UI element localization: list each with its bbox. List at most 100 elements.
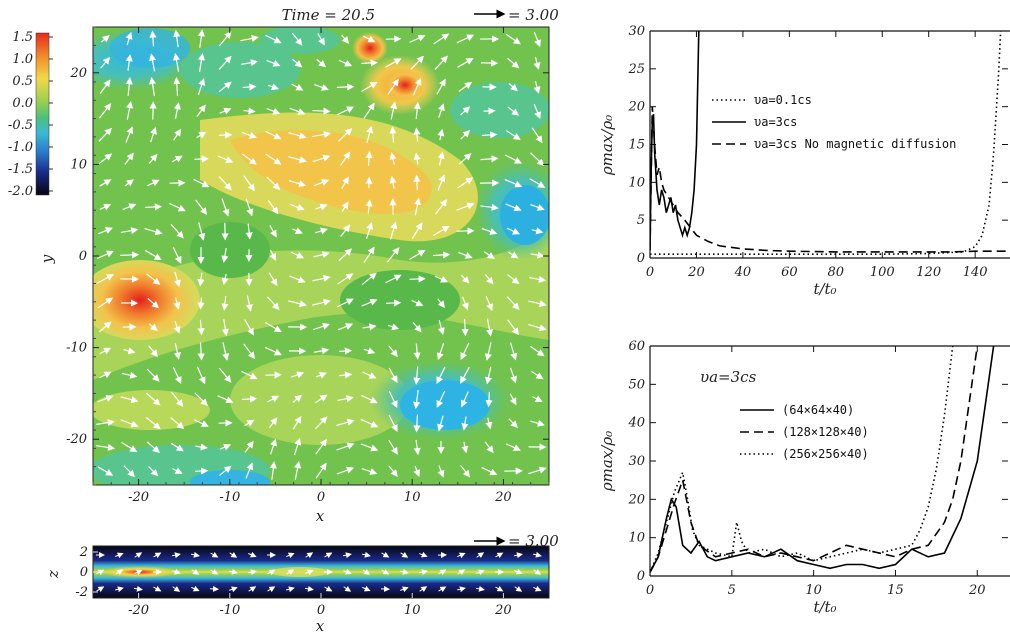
velocity-arrow [169, 202, 186, 212]
velocity-arrow [390, 101, 398, 120]
bottom-chart-legend: (64×64×40) (128×128×40) (256×256×40) [740, 403, 869, 461]
velocity-arrow [360, 443, 379, 452]
velocity-arrow [363, 347, 376, 355]
velocity-arrow [531, 227, 544, 235]
velocity-arrow [99, 179, 112, 187]
velocity-arrow [173, 128, 182, 141]
x-tick-label: 20 [687, 265, 705, 280]
velocity-arrow [388, 345, 398, 358]
slice-xlabel: x [316, 617, 325, 632]
velocity-arrow [361, 298, 378, 307]
velocity-arrow [120, 227, 139, 235]
slice-velocity-arrow [229, 551, 238, 558]
velocity-arrow [198, 222, 206, 241]
y-tick-label: 15 [628, 138, 645, 153]
slice-velocity-arrow [153, 585, 162, 592]
slice-velocity-arrow [210, 551, 219, 558]
top-chart-xlabel: t/t₀ [813, 280, 836, 298]
map-ticks: -20 -10 0 10 20 20 10 0 -10 -20 [66, 26, 550, 505]
velocity-arrow [100, 35, 110, 43]
velocity-arrow [147, 298, 160, 309]
slice-velocity-arrow [513, 552, 523, 559]
velocity-arrow [336, 418, 355, 426]
x-tick-label: 0 [646, 265, 654, 280]
slice-velocity-arrow [324, 585, 333, 592]
slice-x-tick-label: -10 [219, 603, 240, 618]
velocity-arrow [313, 251, 330, 259]
velocity-arrow [437, 465, 445, 478]
velocity-arrow [217, 155, 234, 163]
velocity-arrow [288, 156, 307, 164]
velocity-arrow [146, 273, 161, 285]
velocity-arrow [243, 343, 256, 360]
velocity-arrow [241, 370, 258, 380]
velocity-arrow [194, 392, 208, 406]
velocity-arrow [436, 342, 445, 361]
x-tick-label: 0 [646, 583, 654, 598]
slice-velocity-arrow [362, 585, 371, 592]
slice-velocity-arrow [475, 585, 485, 592]
velocity-arrow [312, 274, 331, 282]
velocity-arrow [365, 199, 373, 214]
velocity-arrow [291, 83, 304, 91]
velocity-arrow [221, 273, 229, 286]
legend-label: (64×64×40) [782, 403, 854, 417]
bottom-chart-ticks: 0 5 10 15 20 0 10 20 30 40 50 60 [627, 339, 1008, 598]
series-line [650, 31, 1002, 255]
velocity-arrow [436, 78, 446, 95]
velocity-arrow [121, 371, 138, 379]
velocity-arrow [460, 391, 469, 408]
velocity-arrow [460, 366, 470, 384]
velocity-arrow [361, 81, 378, 93]
velocity-arrow [196, 131, 207, 139]
velocity-arrow [413, 465, 421, 478]
velocity-arrow [481, 131, 498, 139]
slice-velocity-arrow [324, 552, 333, 559]
velocity-vectors [96, 29, 547, 501]
velocity-arrow [413, 414, 421, 433]
slice-velocity-arrow [533, 585, 542, 592]
velocity-arrow [389, 491, 397, 499]
top-chart-legend: υa=0.1cs υa=3cs υa=3cs No magnetic diffusi… [712, 93, 956, 151]
velocity-arrow [197, 319, 205, 336]
velocity-arrow [267, 83, 279, 91]
velocity-arrow [389, 152, 397, 165]
velocity-arrow [100, 56, 111, 69]
density-contour-field [93, 27, 549, 485]
velocity-arrow [315, 371, 327, 379]
velocity-arrow [243, 107, 256, 115]
slice-ylabel: z [44, 570, 62, 579]
velocity-arrow [507, 57, 520, 69]
legend-label: υa=3cs [754, 115, 797, 129]
velocity-arrow [508, 83, 518, 92]
velocity-arrow [460, 106, 471, 116]
velocity-arrow [530, 203, 545, 211]
velocity-arrow [336, 298, 354, 308]
velocity-arrow [530, 490, 544, 501]
velocity-arrow [241, 153, 257, 165]
y-tick-label: 30 [628, 454, 645, 469]
velocity-arrow [265, 153, 282, 165]
velocity-arrow [338, 128, 353, 142]
velocity-arrow [97, 297, 114, 309]
velocity-arrow [387, 323, 400, 331]
velocity-arrow [341, 176, 349, 189]
velocity-arrow [484, 273, 494, 285]
velocity-arrow [385, 299, 402, 307]
velocity-arrow [294, 461, 302, 480]
velocity-arrow [99, 203, 112, 211]
velocity-arrow [148, 345, 158, 358]
velocity-arrow [389, 175, 397, 190]
velocity-arrow [173, 321, 181, 334]
velocity-arrow [412, 322, 422, 333]
velocity-arrow [172, 246, 182, 264]
velocity-arrow [145, 416, 161, 430]
velocity-arrow [437, 103, 445, 118]
velocity-arrow [241, 132, 257, 139]
slice-velocity-arrow [96, 569, 105, 576]
slice-velocity-arrow [400, 551, 409, 558]
velocity-arrow [218, 55, 232, 70]
velocity-arrow [460, 465, 471, 478]
velocity-arrow [292, 415, 302, 430]
